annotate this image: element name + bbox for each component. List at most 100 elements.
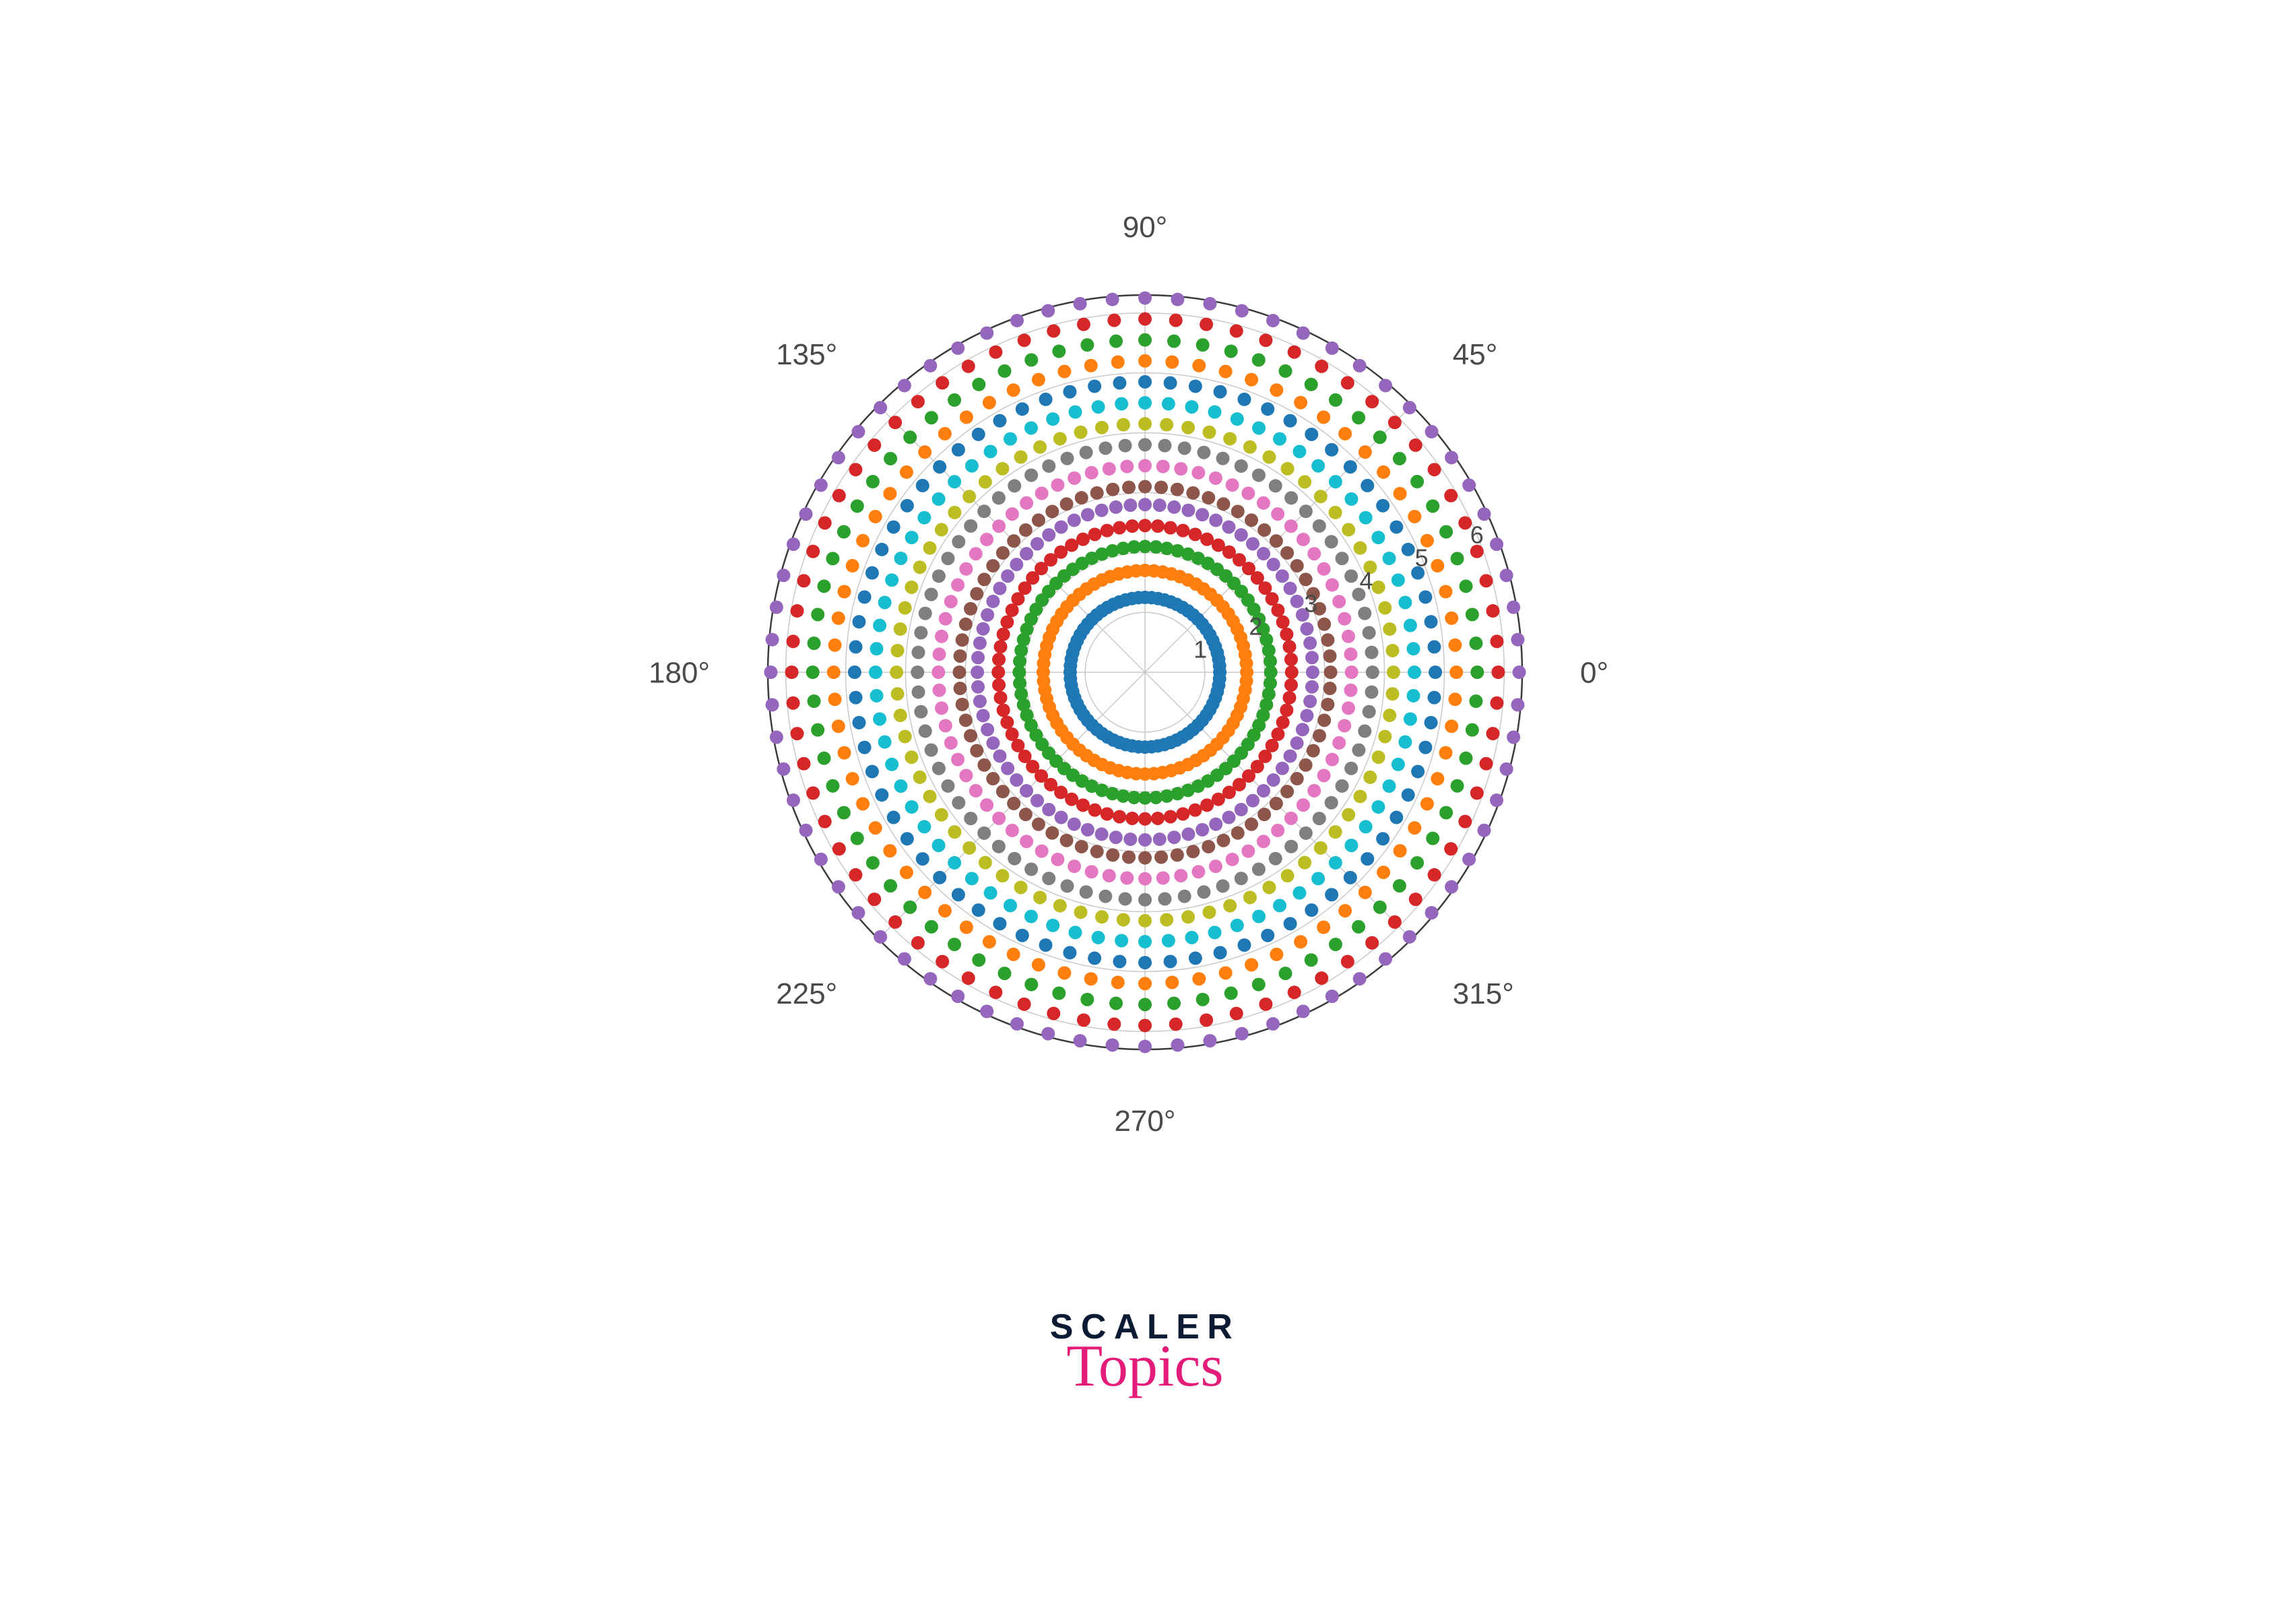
- polar-marker: [1212, 538, 1225, 552]
- polar-marker: [1290, 736, 1304, 750]
- polar-marker: [951, 578, 964, 591]
- polar-marker: [1008, 852, 1021, 866]
- polar-marker: [1342, 630, 1355, 643]
- polar-marker: [787, 793, 800, 807]
- polar-marker: [1418, 741, 1432, 754]
- polar-marker: [938, 904, 952, 917]
- polar-marker: [900, 465, 913, 479]
- polar-marker: [827, 665, 841, 679]
- polar-marker: [1425, 906, 1439, 919]
- polar-marker: [1024, 910, 1038, 923]
- polar-marker: [1480, 757, 1493, 771]
- polar-marker: [849, 691, 863, 705]
- polar-marker: [1285, 665, 1299, 679]
- brand-logo: SCALER Topics: [1050, 1307, 1240, 1400]
- polar-marker: [1363, 705, 1376, 719]
- polar-marker: [766, 633, 779, 647]
- polar-marker: [1270, 383, 1283, 397]
- polar-marker: [986, 772, 1000, 785]
- polar-marker: [1297, 326, 1310, 339]
- polar-marker: [1372, 750, 1385, 764]
- polar-marker: [1074, 426, 1088, 439]
- polar-marker: [1429, 665, 1442, 679]
- polar-marker: [1426, 499, 1439, 513]
- polar-marker: [1448, 692, 1462, 706]
- polar-r-tick-label: 2: [1249, 613, 1262, 641]
- polar-marker: [1047, 324, 1060, 337]
- polar-marker: [1406, 642, 1420, 655]
- polar-marker: [1171, 1038, 1184, 1051]
- polar-marker: [1039, 393, 1053, 406]
- polar-marker: [1470, 786, 1484, 800]
- polar-marker: [1088, 379, 1101, 393]
- polar-marker: [838, 746, 851, 760]
- polar-marker: [911, 395, 925, 408]
- polar-marker: [935, 808, 948, 822]
- polar-marker: [1329, 938, 1342, 951]
- polar-marker: [1185, 931, 1198, 944]
- polar-marker: [1081, 508, 1094, 521]
- polar-marker: [1164, 377, 1177, 390]
- polar-marker: [1252, 910, 1266, 923]
- polar-marker: [885, 573, 898, 587]
- polar-marker: [1085, 466, 1099, 480]
- polar-marker: [977, 573, 991, 586]
- polar-marker: [1020, 496, 1033, 510]
- polar-marker: [1202, 905, 1216, 919]
- polar-marker: [1377, 465, 1390, 479]
- polar-marker: [1178, 441, 1191, 455]
- polar-marker: [1305, 953, 1318, 967]
- polar-marker: [1138, 1040, 1152, 1053]
- polar-marker: [869, 510, 882, 523]
- polar-marker: [1344, 871, 1357, 884]
- polar-marker: [1466, 723, 1479, 737]
- polar-marker: [1377, 866, 1390, 879]
- polar-marker: [1393, 879, 1406, 892]
- polar-marker: [923, 359, 937, 372]
- polar-marker: [1344, 647, 1357, 661]
- polar-marker: [1052, 344, 1066, 358]
- polar-marker: [1057, 966, 1071, 979]
- polar-marker: [995, 462, 1009, 476]
- polar-marker: [1303, 637, 1317, 650]
- polar-marker: [832, 451, 845, 464]
- polar-marker: [818, 516, 832, 529]
- polar-marker: [905, 750, 918, 764]
- polar-marker: [873, 712, 886, 725]
- polar-marker: [858, 590, 872, 604]
- polar-marker: [1039, 938, 1053, 952]
- polar-marker: [1046, 919, 1059, 932]
- polar-marker: [969, 784, 983, 798]
- polar-marker: [911, 665, 924, 679]
- polar-marker: [787, 538, 800, 551]
- polar-marker: [903, 901, 917, 914]
- polar-marker: [1257, 547, 1270, 560]
- polar-marker: [992, 519, 1006, 533]
- polar-marker: [1226, 478, 1239, 492]
- polar-marker: [874, 930, 887, 944]
- polar-marker: [1445, 719, 1458, 733]
- polar-marker: [1138, 480, 1152, 493]
- polar-marker: [1122, 851, 1136, 864]
- polar-marker: [1332, 736, 1346, 750]
- polar-marker: [1271, 604, 1284, 617]
- polar-marker: [944, 736, 958, 750]
- polar-marker: [1444, 489, 1458, 502]
- polar-marker: [1344, 839, 1358, 852]
- polar-marker: [832, 719, 845, 733]
- polar-marker: [1321, 698, 1334, 711]
- polar-marker: [873, 619, 886, 632]
- polar-marker: [1270, 534, 1283, 548]
- polar-marker: [1358, 724, 1371, 738]
- polar-marker: [981, 723, 994, 736]
- polar-marker: [1237, 393, 1251, 406]
- polar-marker: [1046, 412, 1059, 426]
- polar-marker: [911, 936, 925, 950]
- polar-marker: [1257, 808, 1271, 821]
- polar-marker: [1041, 304, 1055, 317]
- polar-marker: [1373, 901, 1387, 914]
- polar-marker: [1361, 852, 1374, 866]
- polar-marker: [1352, 744, 1365, 757]
- polar-marker: [1383, 552, 1396, 565]
- polar-marker: [925, 411, 938, 424]
